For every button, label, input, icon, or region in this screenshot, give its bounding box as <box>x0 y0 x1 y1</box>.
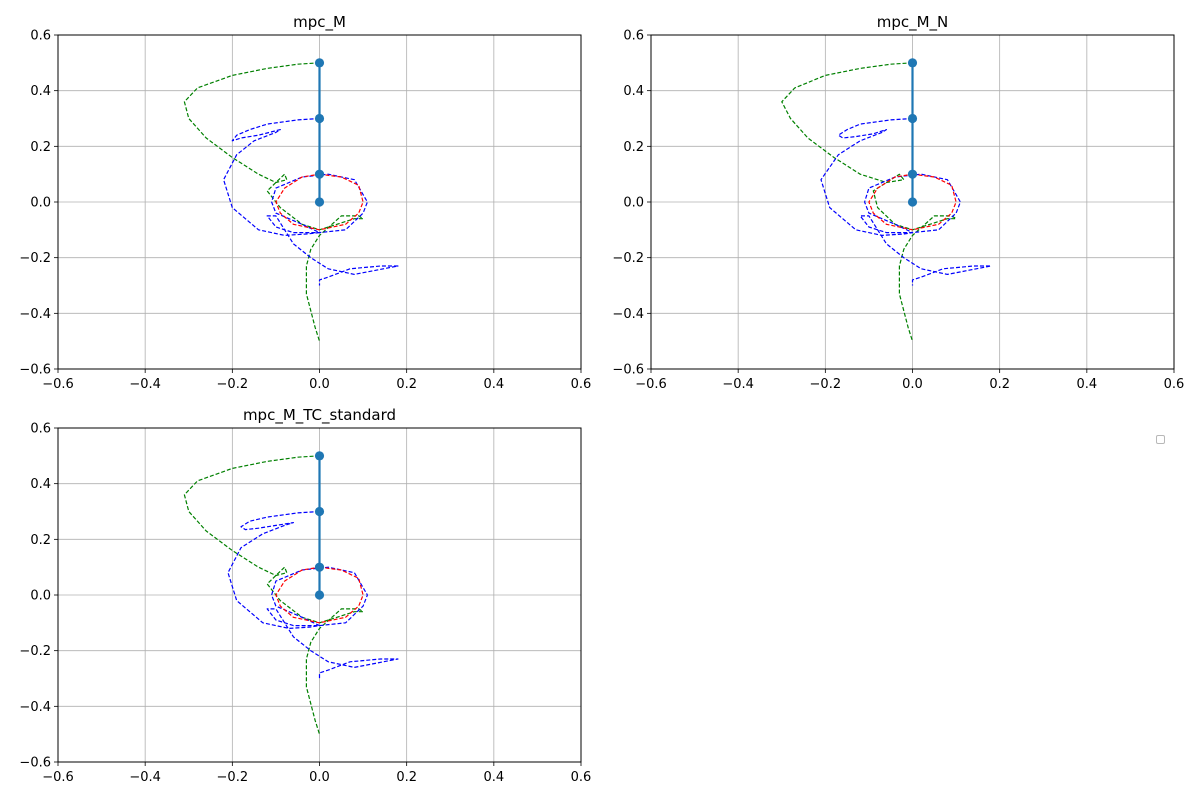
x-tick-label: 0.2 <box>396 377 417 392</box>
x-tick-label: 0.4 <box>1076 377 1097 392</box>
y-tick-label: 0.4 <box>30 84 51 99</box>
x-tick-label: 0.2 <box>989 377 1010 392</box>
trajectory-line-2 <box>227 510 399 679</box>
y-tick-label: −0.6 <box>19 756 51 771</box>
y-tick-label: −0.4 <box>19 307 51 322</box>
x-tick-label: 0.0 <box>902 377 923 392</box>
x-tick-label: −0.6 <box>42 377 74 392</box>
x-tick-label: 0.4 <box>483 770 504 785</box>
pendulum-joint <box>907 197 918 207</box>
y-tick-label: 0.4 <box>623 84 644 99</box>
chart-title: mpc_M <box>293 13 346 32</box>
x-tick-label: −0.4 <box>129 377 161 392</box>
pendulum-joint <box>314 562 325 572</box>
y-tick-label: 0.6 <box>30 29 51 44</box>
pendulum-joint <box>314 58 325 68</box>
pendulum-joint <box>314 451 325 461</box>
y-tick-label: −0.6 <box>612 363 644 378</box>
x-tick-label: 0.6 <box>1164 377 1185 392</box>
x-tick-label: −0.2 <box>217 770 249 785</box>
trajectory-line-3 <box>275 566 364 624</box>
x-tick-label: −0.4 <box>722 377 754 392</box>
x-tick-label: −0.2 <box>810 377 842 392</box>
y-tick-label: −0.2 <box>19 251 51 266</box>
x-tick-label: 0.0 <box>309 377 330 392</box>
pendulum-joint <box>314 113 325 124</box>
x-tick-label: 0.4 <box>483 377 504 392</box>
subplot-1: −0.6 −0.4 −0.2 0.0 0.2 0.4 0.6 −0.6 −0.4 −0.2 0.0 0… <box>19 13 591 392</box>
x-tick-label: 0.6 <box>571 770 592 785</box>
pendulum-joint <box>314 169 325 179</box>
y-tick-label: 0.2 <box>30 533 51 548</box>
y-tick-label: −0.6 <box>19 363 51 378</box>
subplot-3: −0.6 −0.4 −0.2 0.0 0.2 0.4 0.6 −0.6 −0.4 −0.2 0.0 0… <box>19 406 591 785</box>
y-tick-label: 0.6 <box>30 422 51 437</box>
pendulum-joint <box>907 58 918 68</box>
x-tick-label: 0.6 <box>571 377 592 392</box>
x-tick-label: 0.2 <box>396 770 417 785</box>
trajectory-line-3 <box>275 173 364 231</box>
y-tick-label: 0.0 <box>623 196 644 211</box>
x-tick-label: −0.4 <box>129 770 161 785</box>
x-tick-label: −0.6 <box>42 770 74 785</box>
trajectory-line-1 <box>183 62 364 342</box>
trajectory-line-2 <box>223 117 399 286</box>
y-tick-label: −0.4 <box>612 307 644 322</box>
chart-title: mpc_M_TC_standard <box>243 406 396 425</box>
y-tick-label: 0.0 <box>30 196 51 211</box>
y-tick-label: 0.6 <box>623 29 644 44</box>
x-tick-label: −0.2 <box>217 377 249 392</box>
subplot-2: −0.6 −0.4 −0.2 0.0 0.2 0.4 0.6 −0.6 −0.4 −0.2 0.0 0… <box>612 13 1184 392</box>
y-tick-label: −0.2 <box>19 644 51 659</box>
y-tick-label: −0.4 <box>19 700 51 715</box>
pendulum-joint <box>314 506 325 517</box>
x-tick-label: −0.6 <box>635 377 667 392</box>
y-tick-label: 0.2 <box>30 140 51 155</box>
y-tick-label: 0.2 <box>623 140 644 155</box>
pendulum-joint <box>314 590 325 600</box>
pendulum-joint <box>314 197 325 207</box>
y-tick-label: 0.0 <box>30 589 51 604</box>
trajectory-line-1 <box>183 455 364 735</box>
y-tick-label: 0.4 <box>30 477 51 492</box>
chart-title: mpc_M_N <box>877 13 949 32</box>
x-tick-label: 0.0 <box>309 770 330 785</box>
empty-legend <box>1156 435 1165 444</box>
trajectory-line-1 <box>781 62 957 342</box>
pendulum-joint <box>907 169 918 179</box>
trajectory-line-3 <box>868 173 957 231</box>
pendulum-joint <box>907 113 918 124</box>
y-tick-label: −0.2 <box>612 251 644 266</box>
